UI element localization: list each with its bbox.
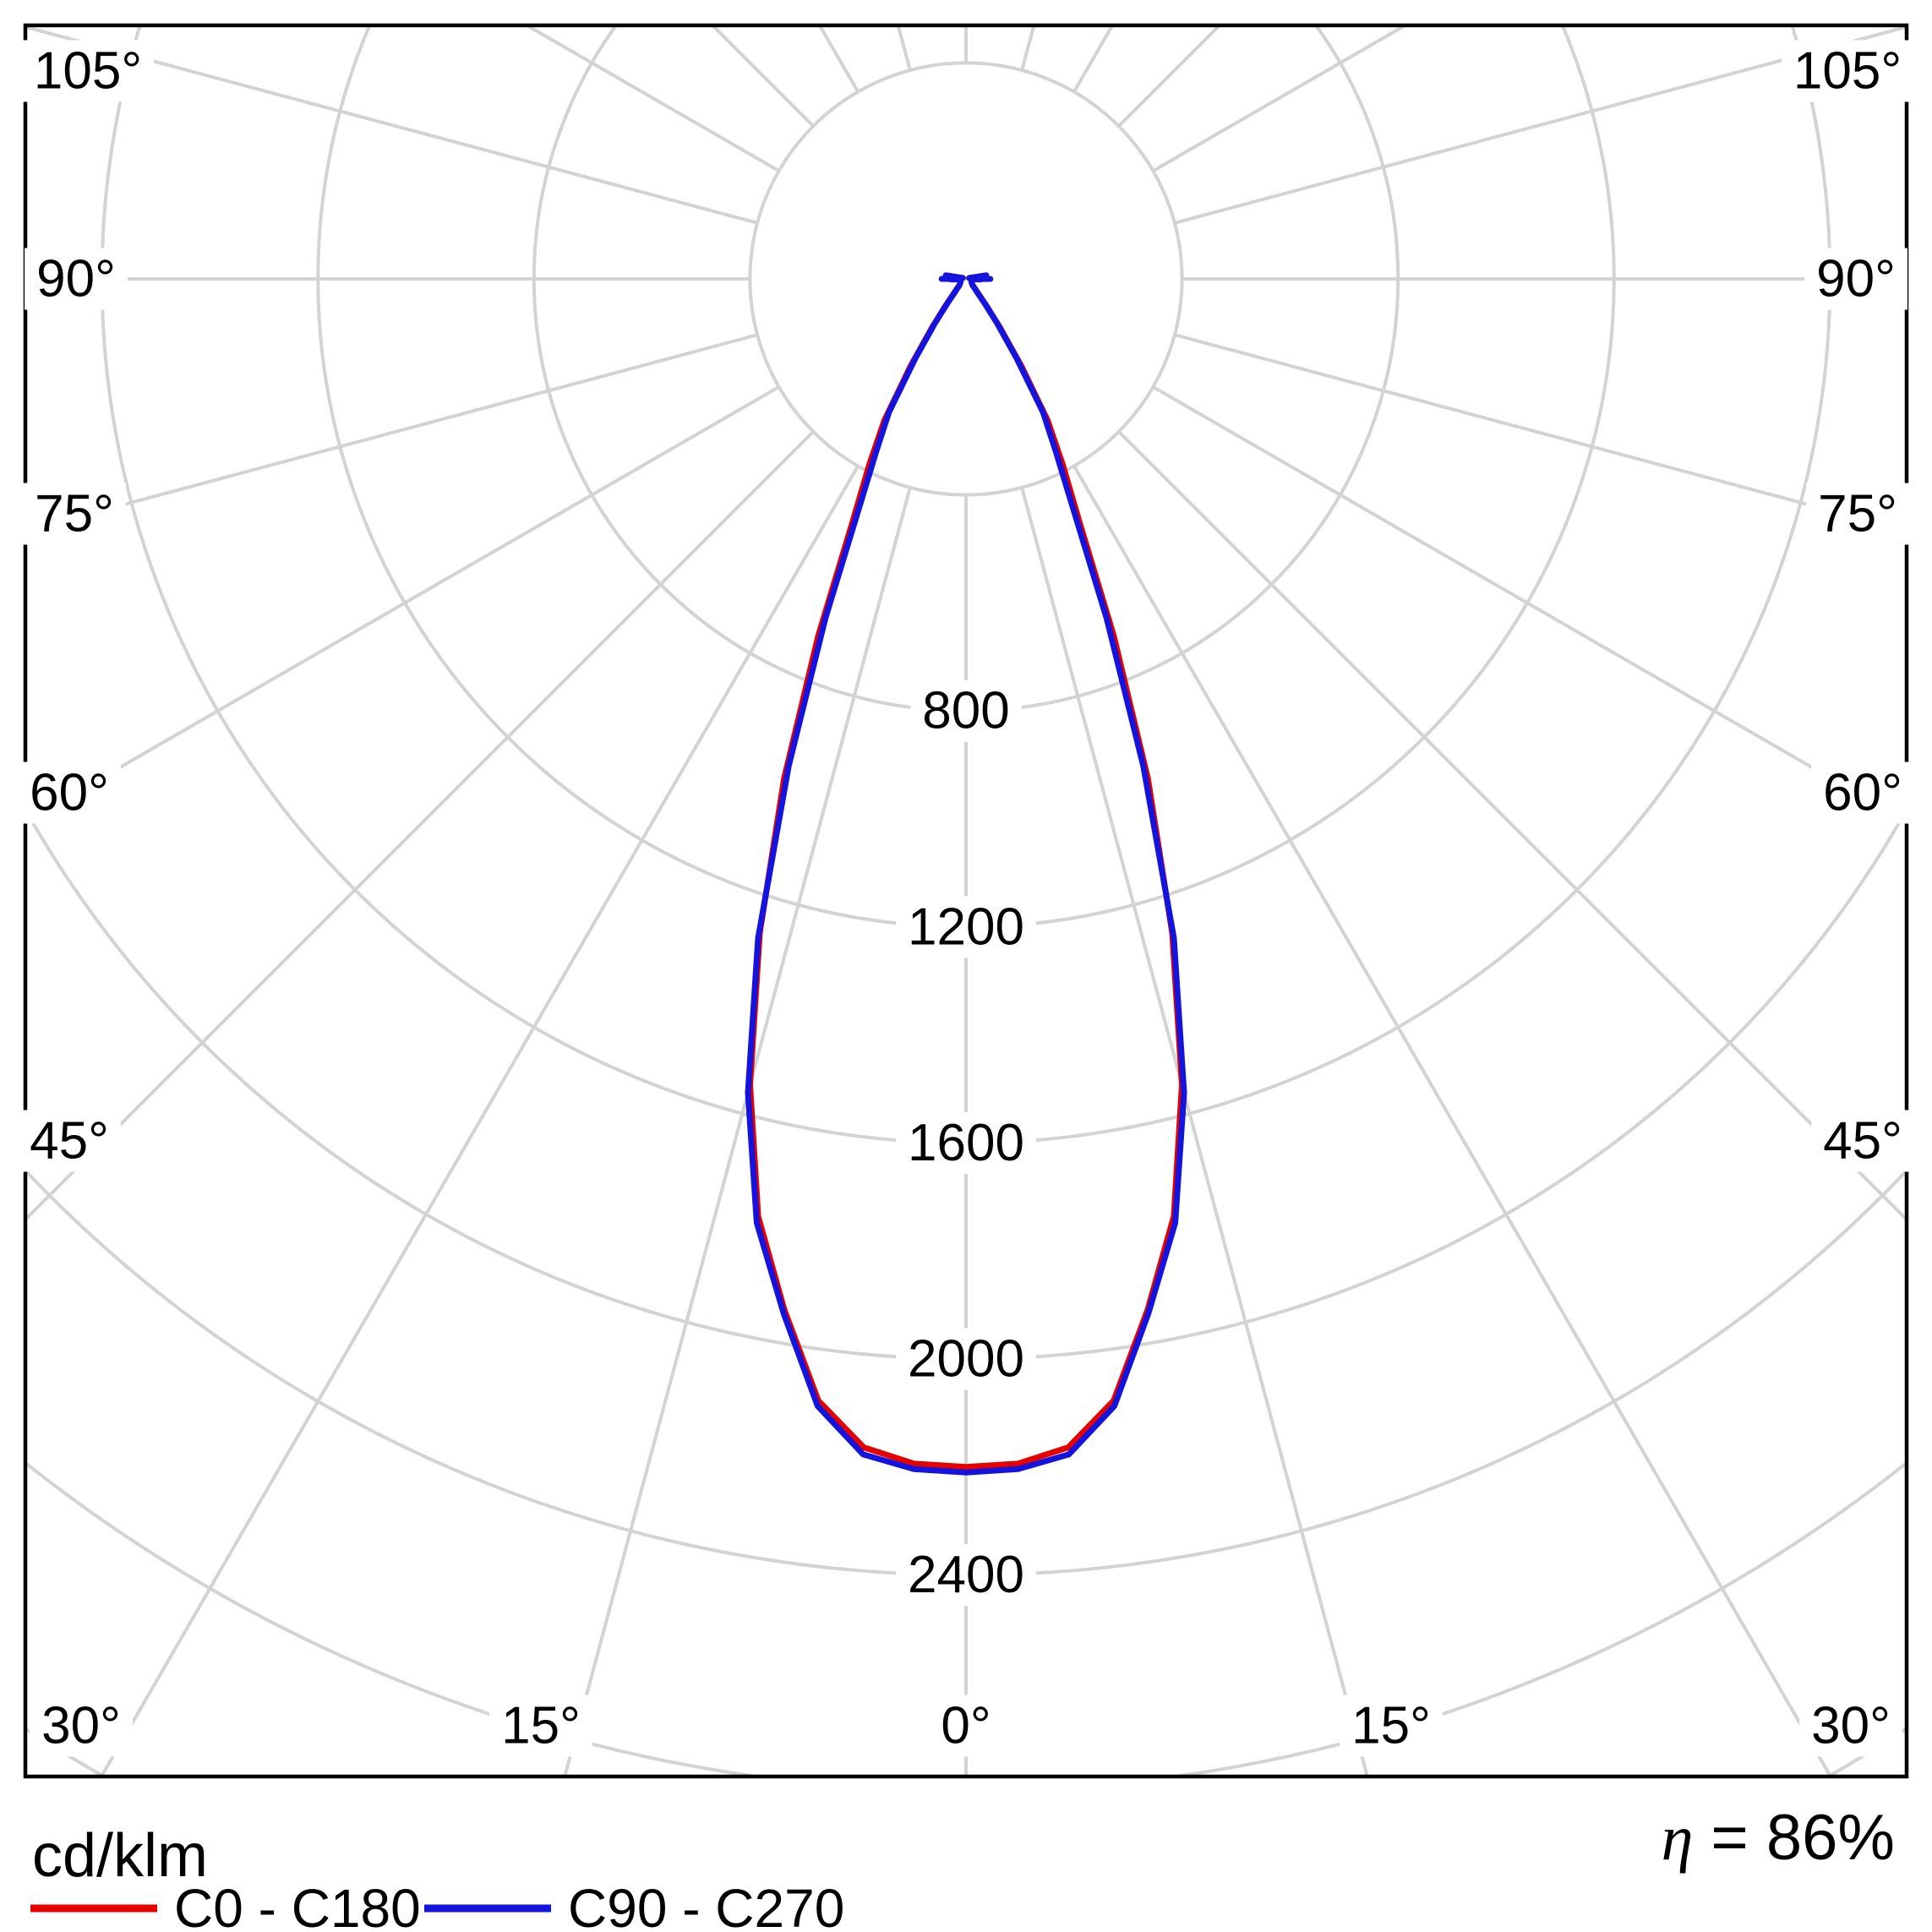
angle-label-9-30deg: 30° bbox=[1811, 1697, 1891, 1755]
angle-label-4-45deg: 45° bbox=[30, 1112, 109, 1171]
curve-c90-c270 bbox=[745, 272, 1187, 1476]
radial-75deg bbox=[1174, 333, 1907, 533]
ring-label-1600-bg bbox=[896, 1111, 1036, 1174]
angle-label-12-75deg-bg bbox=[1806, 483, 1909, 545]
angle-label-13-90deg: 90° bbox=[1816, 250, 1896, 308]
angle-label-13-90deg-bg bbox=[1804, 248, 1907, 310]
angle-label-6-15deg: 15° bbox=[501, 1697, 581, 1755]
intensity-curves bbox=[745, 272, 1187, 1476]
legend: C0 - C180 C90 - C270 bbox=[30, 1878, 844, 1932]
ring-label-2000: 2000 bbox=[908, 1330, 1024, 1389]
legend-label-c90-c270: C90 - C270 bbox=[568, 1878, 844, 1932]
angle-label-11-60deg-bg bbox=[1811, 761, 1914, 824]
ring-label-1600: 1600 bbox=[908, 1114, 1024, 1172]
ring-label-2400-bg bbox=[896, 1544, 1036, 1607]
unit-label: cd/klm bbox=[32, 1822, 208, 1890]
angle-label-0-105deg: 105° bbox=[34, 42, 142, 101]
ring-label-1200: 1200 bbox=[908, 898, 1024, 956]
angle-label-8-15deg-bg bbox=[1340, 1695, 1443, 1757]
angle-label-9-30deg-bg bbox=[1799, 1695, 1902, 1757]
angle-label-7-0deg: 0° bbox=[941, 1697, 991, 1755]
radial-15deg bbox=[1020, 487, 1369, 1776]
angle-label-2-75deg-bg bbox=[23, 483, 126, 545]
radial-300deg bbox=[25, 385, 780, 824]
ring-400 bbox=[748, 61, 1184, 497]
radial-285deg bbox=[25, 333, 758, 533]
angle-label-5-30deg: 30° bbox=[41, 1697, 121, 1755]
radial-255deg bbox=[25, 25, 758, 225]
angle-label-1-90deg-bg bbox=[25, 248, 128, 310]
radial-45deg bbox=[1117, 430, 1907, 1222]
eta-symbol: η bbox=[1662, 1803, 1694, 1874]
radial-60deg bbox=[1152, 385, 1907, 824]
efficiency-value: η = 86% bbox=[1662, 1802, 1895, 1874]
radial-330deg bbox=[99, 465, 860, 1776]
ring-label-1200-bg bbox=[896, 896, 1036, 958]
angle-label-6-15deg-bg bbox=[489, 1695, 592, 1757]
eta-rest: = 86% bbox=[1693, 1802, 1895, 1874]
radial-30deg bbox=[1072, 465, 1833, 1776]
ring-label-800-bg bbox=[910, 679, 1022, 742]
radial-345deg bbox=[563, 487, 912, 1776]
angle-label-11-60deg: 60° bbox=[1823, 764, 1902, 822]
axis-labels: 800 1200 1600 2000 2400 105° 90° 75° 60° 45° 30° 15… bbox=[18, 40, 1914, 1757]
angle-label-3-60deg-bg bbox=[18, 761, 121, 824]
angle-label-14-105deg: 105° bbox=[1793, 42, 1902, 101]
angle-label-10-45deg-bg bbox=[1811, 1110, 1914, 1172]
radial-315deg bbox=[25, 430, 815, 1222]
plot-border bbox=[23, 23, 1909, 1779]
angle-label-3-60deg: 60° bbox=[30, 764, 109, 822]
angle-label-12-75deg: 75° bbox=[1818, 485, 1897, 543]
angle-label-10-45deg: 45° bbox=[1823, 1112, 1902, 1171]
angle-label-8-15deg: 15° bbox=[1351, 1697, 1431, 1755]
legend-label-c0-c180: C0 - C180 bbox=[174, 1878, 421, 1932]
radial-105deg bbox=[1174, 25, 1907, 225]
ring-label-2400: 2400 bbox=[908, 1546, 1024, 1604]
ring-label-2000-bg bbox=[896, 1328, 1036, 1390]
angle-label-1-90deg: 90° bbox=[36, 250, 116, 308]
angle-label-0-105deg-bg bbox=[21, 40, 155, 102]
angle-label-7-0deg-bg bbox=[929, 1695, 1003, 1757]
ring-label-800: 800 bbox=[922, 682, 1009, 740]
angle-label-4-45deg-bg bbox=[18, 1110, 121, 1172]
angle-label-2-75deg: 75° bbox=[35, 485, 114, 543]
angle-label-14-105deg-bg bbox=[1781, 40, 1914, 102]
angle-label-5-30deg-bg bbox=[30, 1695, 133, 1757]
